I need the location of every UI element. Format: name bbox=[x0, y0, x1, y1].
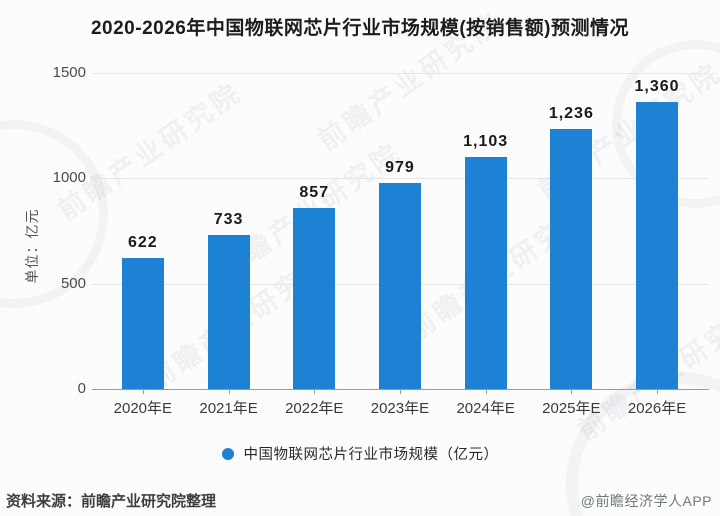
x-tick-mark bbox=[228, 389, 230, 394]
x-axis-label: 2024年E bbox=[456, 400, 515, 417]
x-axis-label: 2021年E bbox=[199, 400, 258, 417]
bar bbox=[121, 257, 164, 389]
bar bbox=[207, 234, 250, 389]
bar-value-label: 1,236 bbox=[548, 104, 594, 122]
gridline bbox=[92, 73, 709, 74]
bar bbox=[293, 208, 336, 389]
bar-value-label: 733 bbox=[213, 210, 244, 228]
y-tick-label: 500 bbox=[60, 274, 86, 292]
x-tick-mark bbox=[657, 389, 659, 394]
legend-label: 中国物联网芯片行业市场规模（亿元） bbox=[243, 447, 499, 463]
legend: 中国物联网芯片行业市场规模（亿元） bbox=[0, 443, 720, 464]
y-tick-label: 0 bbox=[77, 380, 86, 397]
bar bbox=[378, 182, 421, 389]
gridline bbox=[92, 178, 709, 180]
footer: 资料来源：前瞻产业研究院整理 @前瞻经济学人APP bbox=[0, 490, 720, 510]
legend-marker-icon bbox=[221, 447, 234, 460]
watermark-credit: @前瞻经济学人APP bbox=[580, 493, 712, 509]
bar bbox=[636, 102, 679, 389]
y-tick-label: 1000 bbox=[52, 169, 86, 187]
bar-value-label: 622 bbox=[127, 233, 158, 251]
chart-title: 2020-2026年中国物联网芯片行业市场规模(按销售额)预测情况 bbox=[90, 18, 630, 39]
x-axis-label: 2023年E bbox=[370, 400, 430, 417]
x-tick-mark bbox=[399, 389, 401, 394]
x-tick-mark bbox=[314, 389, 316, 394]
bar-value-label: 857 bbox=[299, 184, 330, 202]
x-tick-mark bbox=[142, 389, 144, 394]
x-axis-label: 2026年E bbox=[627, 400, 687, 417]
x-axis-label: 2020年E bbox=[113, 400, 173, 417]
bar-value-label: 1,103 bbox=[463, 132, 509, 150]
bar bbox=[550, 128, 593, 389]
bar bbox=[464, 156, 507, 389]
source-note: 资料来源：前瞻产业研究院整理 bbox=[6, 493, 217, 510]
x-tick-mark bbox=[571, 389, 573, 394]
y-tick-label: 1500 bbox=[52, 64, 86, 81]
bar-value-label: 979 bbox=[385, 158, 415, 176]
x-tick-mark bbox=[485, 389, 487, 394]
x-axis-label: 2022年E bbox=[285, 400, 344, 417]
bar-value-label: 1,360 bbox=[634, 78, 680, 96]
x-axis-label: 2025年E bbox=[542, 400, 601, 417]
